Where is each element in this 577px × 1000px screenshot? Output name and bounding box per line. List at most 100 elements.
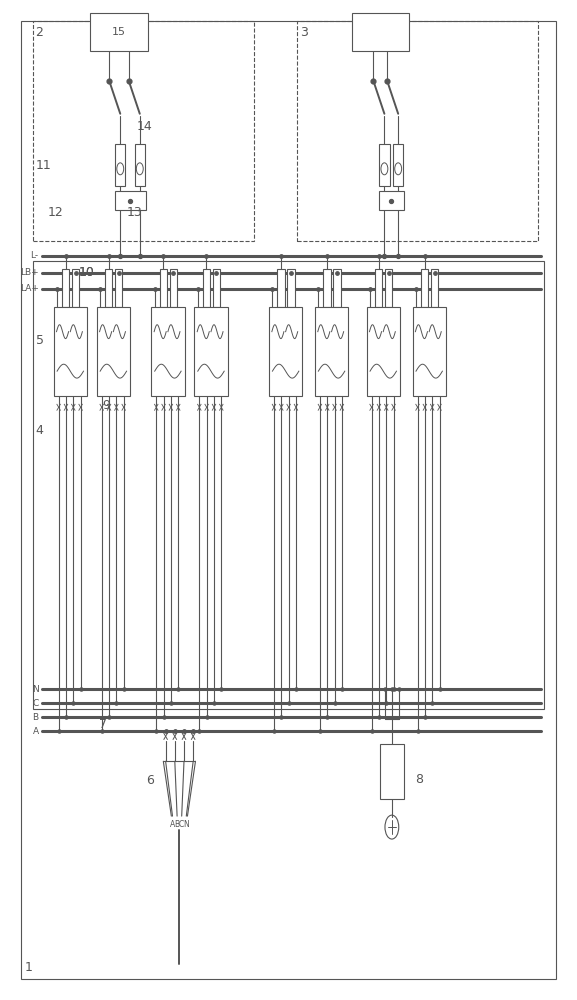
Text: A: A <box>32 727 39 736</box>
Point <box>394 248 403 264</box>
Point <box>61 248 70 264</box>
Point <box>420 709 429 725</box>
Bar <box>379 144 389 186</box>
Point <box>389 681 398 697</box>
Bar <box>323 269 331 307</box>
Point <box>369 73 378 89</box>
Point <box>54 723 63 739</box>
Point <box>152 723 161 739</box>
Bar <box>54 307 87 396</box>
Bar <box>413 307 446 396</box>
Point <box>159 709 168 725</box>
Point <box>174 681 183 697</box>
Point <box>314 281 323 297</box>
Bar <box>114 191 145 210</box>
Point <box>276 248 286 264</box>
Bar <box>72 269 79 307</box>
Point <box>394 681 403 697</box>
Text: 15: 15 <box>112 27 126 37</box>
Point <box>193 281 203 297</box>
Point <box>269 723 279 739</box>
Text: 11: 11 <box>36 159 51 172</box>
Point <box>168 265 178 281</box>
Point <box>194 723 204 739</box>
Text: 5: 5 <box>36 334 44 347</box>
Point <box>76 681 85 697</box>
Bar <box>160 269 167 307</box>
Text: 7: 7 <box>99 718 107 731</box>
Point <box>212 265 221 281</box>
Text: B: B <box>32 713 39 722</box>
Text: N: N <box>32 685 39 694</box>
Point <box>315 723 324 739</box>
Point <box>166 695 175 711</box>
Point <box>104 248 113 264</box>
Bar <box>62 269 69 307</box>
Point <box>374 248 383 264</box>
Point <box>380 248 389 264</box>
Point <box>420 248 429 264</box>
Text: 10: 10 <box>79 266 95 279</box>
Point <box>161 723 170 739</box>
Text: LB+: LB+ <box>20 268 39 277</box>
Point <box>435 681 444 697</box>
Point <box>387 681 396 697</box>
Point <box>291 681 301 697</box>
Point <box>97 723 106 739</box>
Bar <box>33 261 544 709</box>
Bar <box>134 144 145 186</box>
Point <box>135 248 144 264</box>
Text: 3: 3 <box>300 26 308 39</box>
Bar <box>366 307 400 396</box>
Bar <box>380 744 404 799</box>
Text: 6: 6 <box>145 774 153 787</box>
Bar <box>421 269 428 307</box>
Point <box>323 248 332 264</box>
Point <box>374 709 384 725</box>
Point <box>69 695 78 711</box>
Point <box>61 709 70 725</box>
Point <box>268 281 277 297</box>
Bar <box>393 144 403 186</box>
Point <box>284 695 293 711</box>
Point <box>53 281 62 297</box>
Text: 4: 4 <box>36 424 44 437</box>
Point <box>114 265 123 281</box>
Bar <box>194 307 228 396</box>
Point <box>217 681 226 697</box>
Point <box>115 248 125 264</box>
Point <box>202 709 211 725</box>
Bar <box>315 307 348 396</box>
Text: 1: 1 <box>24 961 32 974</box>
Point <box>124 73 133 89</box>
Bar <box>213 269 220 307</box>
Point <box>125 193 134 209</box>
Point <box>380 681 389 697</box>
Point <box>95 281 104 297</box>
Text: A: A <box>170 820 175 829</box>
Point <box>104 709 114 725</box>
Point <box>338 681 347 697</box>
Point <box>367 723 376 739</box>
Bar <box>385 269 392 307</box>
Point <box>170 723 179 739</box>
Text: C: C <box>32 699 39 708</box>
Point <box>202 248 211 264</box>
Point <box>332 265 342 281</box>
Bar <box>91 13 148 51</box>
Bar <box>203 269 210 307</box>
Point <box>189 723 198 739</box>
Text: LA+: LA+ <box>20 284 39 293</box>
Bar <box>334 269 340 307</box>
Bar <box>287 269 295 307</box>
Point <box>413 723 422 739</box>
Text: 9: 9 <box>102 399 110 412</box>
Point <box>71 265 80 281</box>
Point <box>179 723 189 739</box>
Point <box>383 73 392 89</box>
Bar <box>151 307 185 396</box>
Text: L-: L- <box>31 251 39 260</box>
Text: N: N <box>183 820 189 829</box>
Point <box>105 73 114 89</box>
Point <box>381 695 391 711</box>
